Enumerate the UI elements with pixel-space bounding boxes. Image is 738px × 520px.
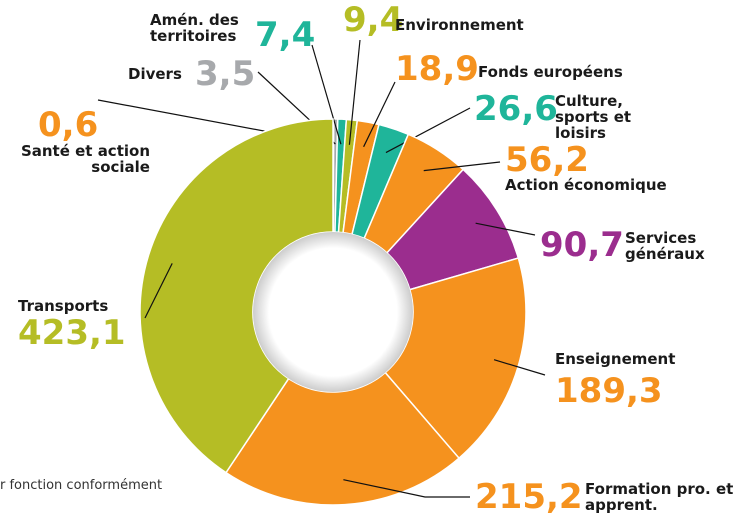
category-label: Environnement	[395, 16, 524, 34]
value-label: 56,2	[505, 140, 589, 180]
category-label: Culture, sports et loisirs	[555, 92, 632, 142]
leader-line	[311, 44, 342, 145]
leader-line	[385, 107, 471, 154]
category-label: Action économique	[505, 176, 667, 194]
category-label: Formation pro. et apprent.	[585, 480, 734, 514]
value-label: 26,6	[474, 89, 558, 129]
value-label: 9,4	[343, 0, 404, 40]
leader-line	[475, 222, 536, 236]
category-label: Enseignement	[555, 350, 676, 368]
leader-line	[348, 39, 361, 145]
leader-line	[343, 479, 470, 498]
donut-hole	[253, 232, 413, 392]
category-label: Amén. des territoires	[150, 11, 239, 45]
value-label: 18,9	[395, 49, 479, 89]
value-label: 0,6	[38, 105, 99, 145]
value-label: 423,1	[18, 313, 126, 353]
category-label: Services généraux	[625, 229, 705, 263]
value-label: 3,5	[195, 54, 256, 94]
value-label: 90,7	[540, 225, 624, 265]
category-label: Transports	[18, 297, 109, 315]
leader-line	[423, 161, 501, 172]
category-label: Fonds européens	[478, 63, 623, 81]
leader-line	[144, 263, 173, 319]
category-label: Divers	[128, 65, 182, 83]
leader-line	[493, 359, 546, 376]
category-label: Santé et action sociale	[20, 142, 150, 176]
value-label: 189,3	[555, 371, 663, 411]
value-label: 215,2	[475, 477, 583, 517]
footnote: r fonction conformément	[0, 478, 163, 493]
value-label: 7,4	[255, 15, 316, 55]
leader-line	[363, 81, 396, 148]
